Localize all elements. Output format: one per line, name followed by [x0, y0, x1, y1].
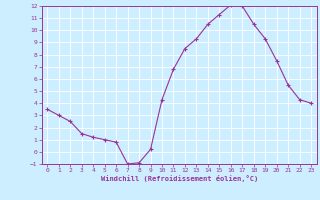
X-axis label: Windchill (Refroidissement éolien,°C): Windchill (Refroidissement éolien,°C)	[100, 175, 258, 182]
